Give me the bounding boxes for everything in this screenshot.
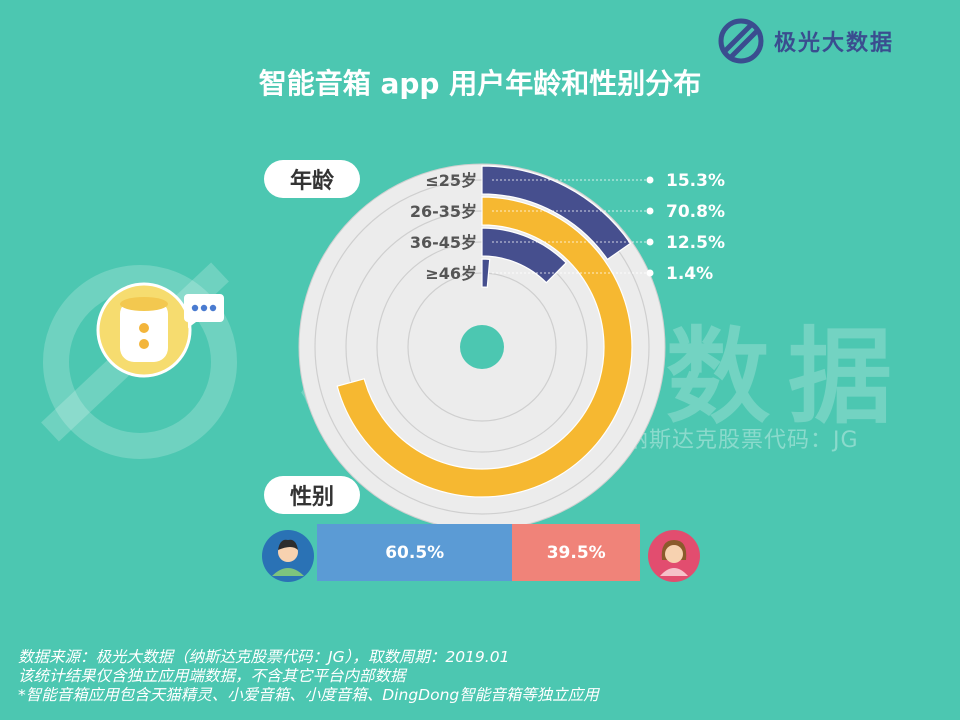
age-category-label-3: ≥46岁 [425, 264, 477, 283]
leader-dot-2 [646, 238, 654, 246]
leader-dot-3 [646, 269, 654, 277]
age-bar-3 [481, 258, 491, 288]
age-category-label-1: 26-35岁 [410, 202, 477, 221]
brand: 极光大数据 [718, 18, 894, 64]
age-category-label-0: ≤25岁 [425, 171, 477, 190]
female-avatar-icon [648, 530, 700, 582]
age-value-label-2: 12.5% [666, 233, 725, 253]
age-section-label: 年龄 [264, 160, 360, 198]
footer-notes: 数据来源：极光大数据（纳斯达克股票代码：JG），取数周期：2019.01 该统计… [18, 648, 599, 705]
radial-center [460, 325, 504, 369]
watermark-subtext: 纳斯达克股票代码：JG [626, 428, 859, 453]
age-bar-1 [336, 196, 633, 498]
gender-bar: 60.5% 39.5% [317, 524, 640, 581]
brand-logo-icon [718, 18, 764, 64]
smart-speaker-icon [96, 282, 192, 378]
chart-title: 智能音箱 app 用户年龄和性别分布 [258, 67, 702, 100]
age-bar-2 [481, 227, 567, 284]
footer-scope: 该统计结果仅含独立应用端数据，不含其它平台内部数据 [18, 667, 406, 685]
leader-dot-0 [646, 176, 654, 184]
age-bar-0 [481, 165, 632, 261]
gender-segment-male: 60.5% [317, 524, 513, 581]
footer-note: *智能音箱应用包含天猫精灵、小爱音箱、小度音箱、DingDong智能音箱等独立应… [18, 686, 599, 704]
age-value-label-0: 15.3% [666, 171, 725, 191]
gender-section-label: 性别 [264, 476, 360, 514]
male-avatar-icon [262, 530, 314, 582]
gender-segment-female: 39.5% [512, 524, 640, 581]
brand-name: 极光大数据 [774, 31, 895, 56]
leader-dot-1 [646, 207, 654, 215]
age-value-label-3: 1.4% [666, 264, 713, 284]
speech-bubble-icon [184, 294, 224, 328]
age-value-label-1: 70.8% [666, 202, 725, 222]
footer-source: 数据来源：极光大数据（纳斯达克股票代码：JG），取数周期：2019.01 [18, 648, 510, 666]
age-category-label-2: 36-45岁 [410, 233, 477, 252]
